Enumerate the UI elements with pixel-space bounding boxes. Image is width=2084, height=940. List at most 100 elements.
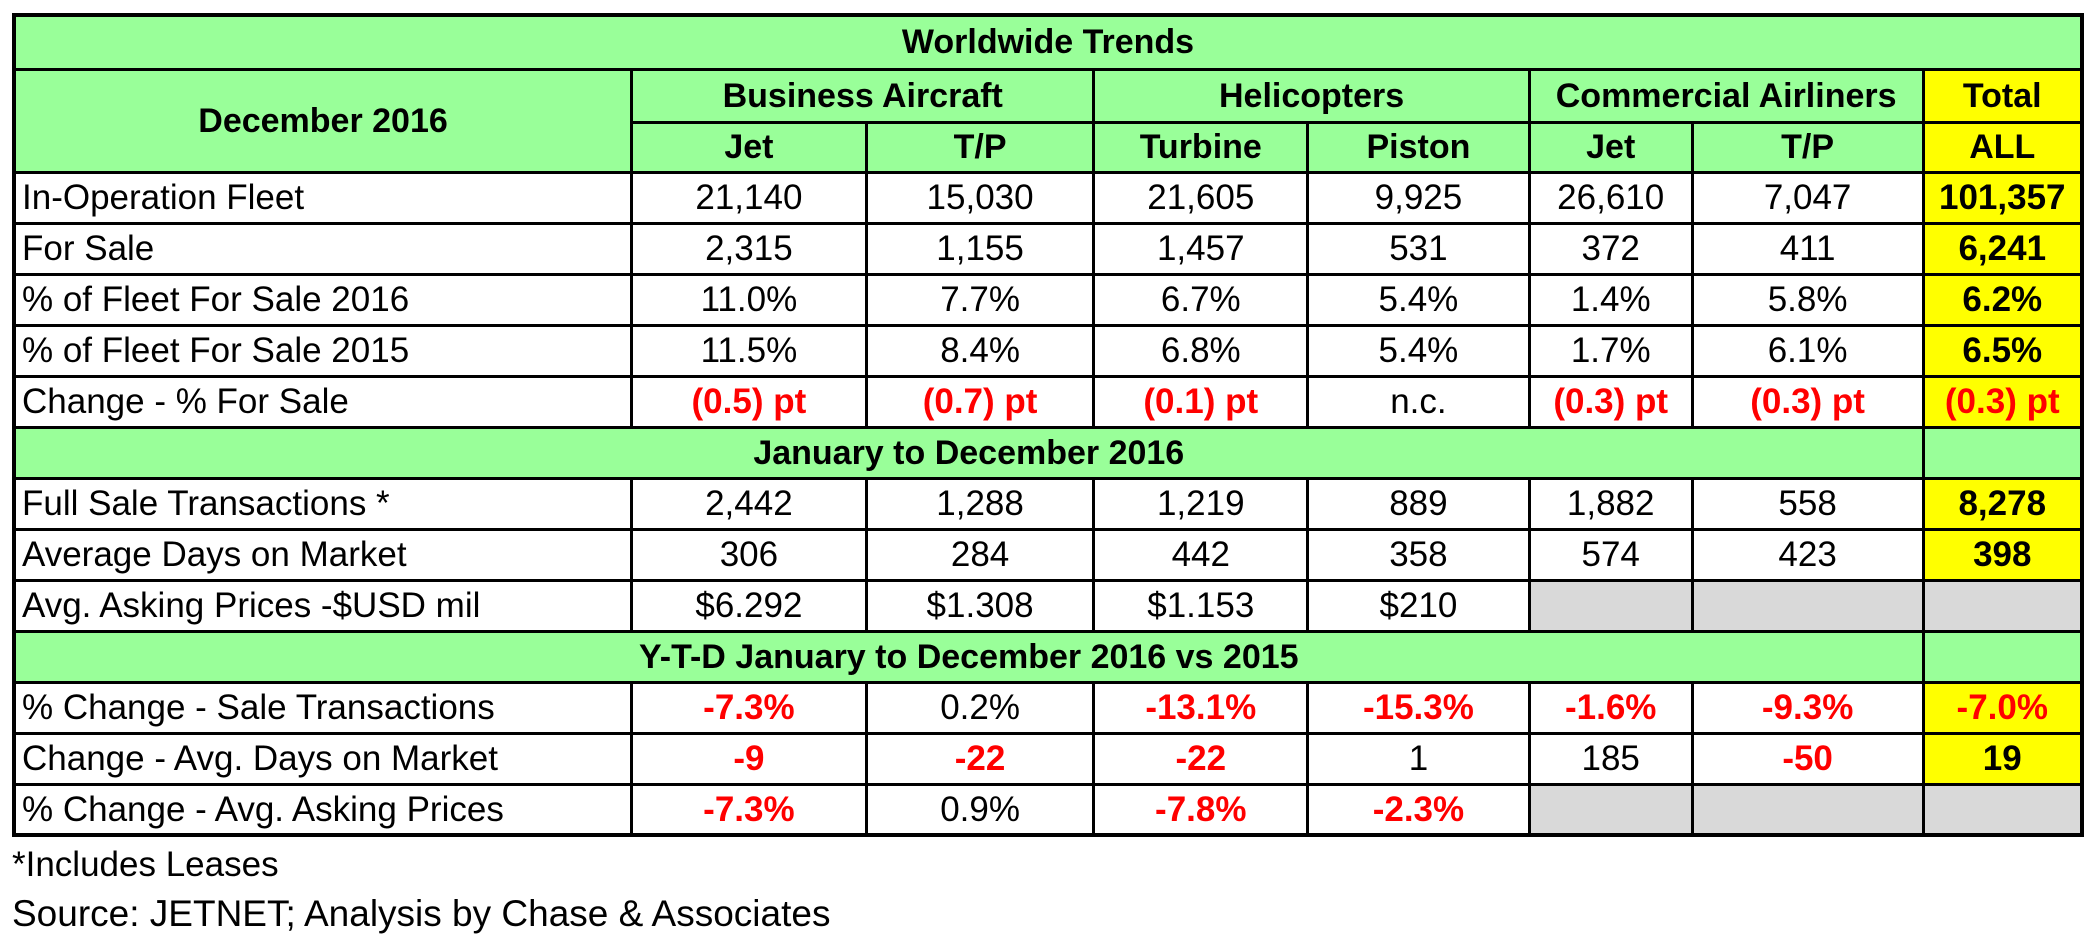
value-cell: -22 xyxy=(864,731,1096,786)
empty-cell xyxy=(1527,578,1694,633)
row-label: Change - % For Sale xyxy=(12,374,634,429)
value-cell: 2,315 xyxy=(630,221,868,276)
empty-cell xyxy=(1690,578,1925,633)
total-header: Total xyxy=(1921,67,2084,124)
value-cell: (0.3) pt xyxy=(1690,374,1925,429)
value-cell: 531 xyxy=(1306,221,1531,276)
value-cell: -7.8% xyxy=(1092,782,1310,837)
value-cell: 6.7% xyxy=(1092,272,1310,327)
sub-header-business-jet: Jet xyxy=(630,120,868,174)
value-cell: -7.3% xyxy=(630,680,868,735)
table-row: % Change - Avg. Asking Prices -7.3% 0.9% -7… xyxy=(12,782,2084,837)
row-label: % of Fleet For Sale 2016 xyxy=(12,272,634,327)
section-heading-total-cell xyxy=(1921,629,2084,684)
row-label: Change - Avg. Days on Market xyxy=(12,731,634,786)
sub-header-heli-piston: Piston xyxy=(1306,120,1531,174)
table-row: % Change - Sale Transactions -7.3% 0.2% -13… xyxy=(12,680,2084,735)
value-cell: 306 xyxy=(630,527,868,582)
sub-header-total-all: ALL xyxy=(1921,120,2084,174)
value-cell: 1,882 xyxy=(1527,476,1694,531)
value-cell: 358 xyxy=(1306,527,1531,582)
value-cell: -1.6% xyxy=(1527,680,1694,735)
value-cell: 1,288 xyxy=(864,476,1096,531)
total-cell: 398 xyxy=(1921,527,2084,582)
table-row: Change - Avg. Days on Market -9 -22 -22 1 185… xyxy=(12,731,2084,786)
sub-header-commercial-tp: T/P xyxy=(1690,120,1925,174)
value-cell: 5.4% xyxy=(1306,323,1531,378)
table-row: Avg. Asking Prices -$USD mil $6.292 $1.308… xyxy=(12,578,2084,633)
value-cell: 21,140 xyxy=(630,170,868,225)
total-cell: 6,241 xyxy=(1921,221,2084,276)
value-cell: 7,047 xyxy=(1690,170,1925,225)
total-cell: -7.0% xyxy=(1921,680,2084,735)
section-header-row: January to December 2016 xyxy=(12,425,2084,480)
value-cell: -22 xyxy=(1092,731,1310,786)
table-row: % of Fleet For Sale 2016 11.0% 7.7% 6.7% 5.4… xyxy=(12,272,2084,327)
value-cell: -9 xyxy=(630,731,868,786)
table-row: % of Fleet For Sale 2015 11.5% 8.4% 6.8% 5.4… xyxy=(12,323,2084,378)
section-heading: January to December 2016 xyxy=(12,425,1925,480)
value-cell: -50 xyxy=(1690,731,1925,786)
row-label: Average Days on Market xyxy=(12,527,634,582)
section-header-row: Y-T-D January to December 2016 vs 2015 xyxy=(12,629,2084,684)
table-row: Change - % For Sale (0.5) pt (0.7) pt (0.1)… xyxy=(12,374,2084,429)
total-empty-cell xyxy=(1921,578,2084,633)
value-cell: 7.7% xyxy=(864,272,1096,327)
value-cell: 5.4% xyxy=(1306,272,1531,327)
total-cell: 19 xyxy=(1921,731,2084,786)
value-cell: 1,219 xyxy=(1092,476,1310,531)
period-label: December 2016 xyxy=(12,67,634,174)
value-cell: n.c. xyxy=(1306,374,1531,429)
value-cell: 1,457 xyxy=(1092,221,1310,276)
section-heading: Y-T-D January to December 2016 vs 2015 xyxy=(12,629,1925,684)
value-cell: 9,925 xyxy=(1306,170,1531,225)
value-cell: 15,030 xyxy=(864,170,1096,225)
value-cell: -15.3% xyxy=(1306,680,1531,735)
value-cell: 0.2% xyxy=(864,680,1096,735)
value-cell: 411 xyxy=(1690,221,1925,276)
total-empty-cell xyxy=(1921,782,2084,837)
empty-cell xyxy=(1690,782,1925,837)
value-cell: 11.5% xyxy=(630,323,868,378)
worldwide-trends-table: Worldwide Trends December 2016 Business … xyxy=(12,13,2084,837)
value-cell: 442 xyxy=(1092,527,1310,582)
value-cell: -13.1% xyxy=(1092,680,1310,735)
value-cell: (0.7) pt xyxy=(864,374,1096,429)
value-cell: 21,605 xyxy=(1092,170,1310,225)
table-row: Full Sale Transactions * 2,442 1,288 1,219 8… xyxy=(12,476,2084,531)
value-cell: $210 xyxy=(1306,578,1531,633)
footnote-source: Source: JETNET; Analysis by Chase & Asso… xyxy=(12,893,831,934)
table-row: In-Operation Fleet 21,140 15,030 21,605 9,92… xyxy=(12,170,2084,225)
total-cell: 6.5% xyxy=(1921,323,2084,378)
empty-cell xyxy=(1527,782,1694,837)
table-row: For Sale 2,315 1,155 1,457 531 372 411 6,241 xyxy=(12,221,2084,276)
value-cell: -2.3% xyxy=(1306,782,1531,837)
value-cell: (0.1) pt xyxy=(1092,374,1310,429)
total-cell: 101,357 xyxy=(1921,170,2084,225)
value-cell: 1,155 xyxy=(864,221,1096,276)
sub-header-commercial-jet: Jet xyxy=(1527,120,1694,174)
footnote-leases: *Includes Leases xyxy=(12,845,279,884)
value-cell: 6.1% xyxy=(1690,323,1925,378)
row-label: Full Sale Transactions * xyxy=(12,476,634,531)
group-commercial-airliners: Commercial Airliners xyxy=(1527,67,1925,124)
sub-header-heli-turbine: Turbine xyxy=(1092,120,1310,174)
value-cell: 26,610 xyxy=(1527,170,1694,225)
value-cell: 5.8% xyxy=(1690,272,1925,327)
total-cell: (0.3) pt xyxy=(1921,374,2084,429)
value-cell: 284 xyxy=(864,527,1096,582)
group-business-aircraft: Business Aircraft xyxy=(630,67,1096,124)
table-title: Worldwide Trends xyxy=(12,13,2084,71)
row-label: For Sale xyxy=(12,221,634,276)
value-cell: 1 xyxy=(1306,731,1531,786)
value-cell: $1.308 xyxy=(864,578,1096,633)
value-cell: 11.0% xyxy=(630,272,868,327)
total-cell: 8,278 xyxy=(1921,476,2084,531)
value-cell: 574 xyxy=(1527,527,1694,582)
section-heading-total-cell xyxy=(1921,425,2084,480)
value-cell: 1.4% xyxy=(1527,272,1694,327)
row-label: Avg. Asking Prices -$USD mil xyxy=(12,578,634,633)
value-cell: -9.3% xyxy=(1690,680,1925,735)
value-cell: 0.9% xyxy=(864,782,1096,837)
value-cell: 1.7% xyxy=(1527,323,1694,378)
